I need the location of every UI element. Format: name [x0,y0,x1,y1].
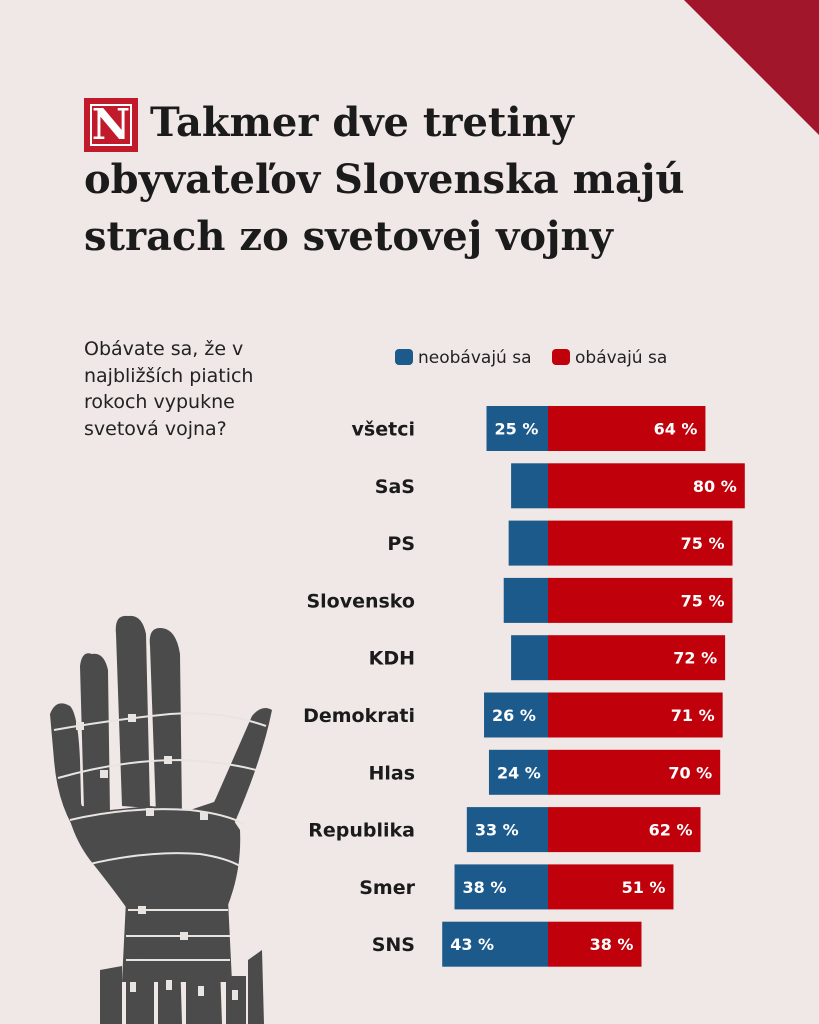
bar-afraid [548,864,674,910]
value-label-not-afraid: 33 % [475,821,519,840]
chart-row: všetci 25 % 64 % [352,406,706,451]
chart-row: SNS 43 % 38 % [372,921,642,967]
bar-not-afraid [511,635,548,681]
category-label: Smer [359,877,415,899]
bar-not-afraid [488,749,548,795]
value-label-afraid: 71 % [671,706,715,725]
value-label-not-afraid: 26 % [492,706,536,725]
bar-not-afraid [508,520,548,566]
bar-afraid [548,692,723,738]
bar-not-afraid [486,406,548,451]
bar-afraid [548,807,701,853]
value-label-not-afraid: 38 % [463,878,507,897]
bar-afraid [548,577,733,623]
bar-not-afraid [442,921,548,967]
logo-frame [90,104,132,146]
legend-label-afraid: obávajú sa [575,348,667,368]
legend-swatch-not-afraid [395,349,413,365]
chart-rows: všetci 25 % 64 % SaS 80 % PS 75 % Slovensko 75 %… [303,406,745,967]
value-label-afraid: 38 % [590,935,634,954]
bar-not-afraid [454,864,548,910]
value-label-afraid: 80 % [693,477,737,496]
value-label-afraid: 51 % [622,878,666,897]
denník-n-logo: N [84,98,138,152]
corner-accent [684,0,819,135]
hand-illustration [50,615,272,1024]
chart-legend: neobávajú sa obávajú sa [395,348,667,368]
chart-row: Smer 38 % 51 % [359,864,674,910]
bar-afraid [548,520,733,566]
chart-row: Republika 33 % 62 % [308,807,701,853]
category-label: všetci [352,419,415,441]
bar-afraid [548,749,721,795]
value-label-afraid: 72 % [673,649,717,668]
bar-afraid [548,463,745,509]
chart-row: KDH 72 % [369,635,726,681]
bar-not-afraid [511,463,548,509]
value-label-afraid: 64 % [654,420,698,439]
value-label-not-afraid: 43 % [450,935,494,954]
category-label: Republika [308,820,415,842]
value-label-afraid: 75 % [681,591,725,610]
category-label: Slovensko [306,590,415,612]
bar-afraid [548,921,642,967]
legend-label-not-afraid: neobávajú sa [418,348,532,368]
bar-afraid [548,406,706,451]
legend-swatch-afraid [552,349,570,365]
chart-row: Slovensko 75 % [306,577,733,623]
category-label: PS [387,533,415,555]
value-label-not-afraid: 25 % [495,420,539,439]
chart-row: SaS 80 % [375,463,745,509]
survey-question: Obávate sa, že v najbližších piatich rok… [84,338,254,440]
chart-row: Hlas 24 % 70 % [368,749,721,795]
category-label: KDH [369,648,415,670]
value-label-afraid: 62 % [649,821,693,840]
category-label: Hlas [368,762,415,784]
category-label: SNS [372,934,415,956]
value-label-not-afraid: 24 % [497,763,541,782]
category-label: Demokrati [303,705,415,727]
value-label-afraid: 75 % [681,534,725,553]
logo-letter: N [91,100,131,149]
bar-afraid [548,635,726,681]
bar-not-afraid [484,692,548,738]
bar-not-afraid [503,577,548,623]
chart-row: Demokrati 26 % 71 % [303,692,723,738]
value-label-afraid: 70 % [668,763,712,782]
bar-not-afraid [466,807,548,853]
chart-row: PS 75 % [387,520,733,566]
category-label: SaS [375,476,415,498]
page-title: Takmer dve tretiny obyvateľov Slovenska … [84,99,685,260]
